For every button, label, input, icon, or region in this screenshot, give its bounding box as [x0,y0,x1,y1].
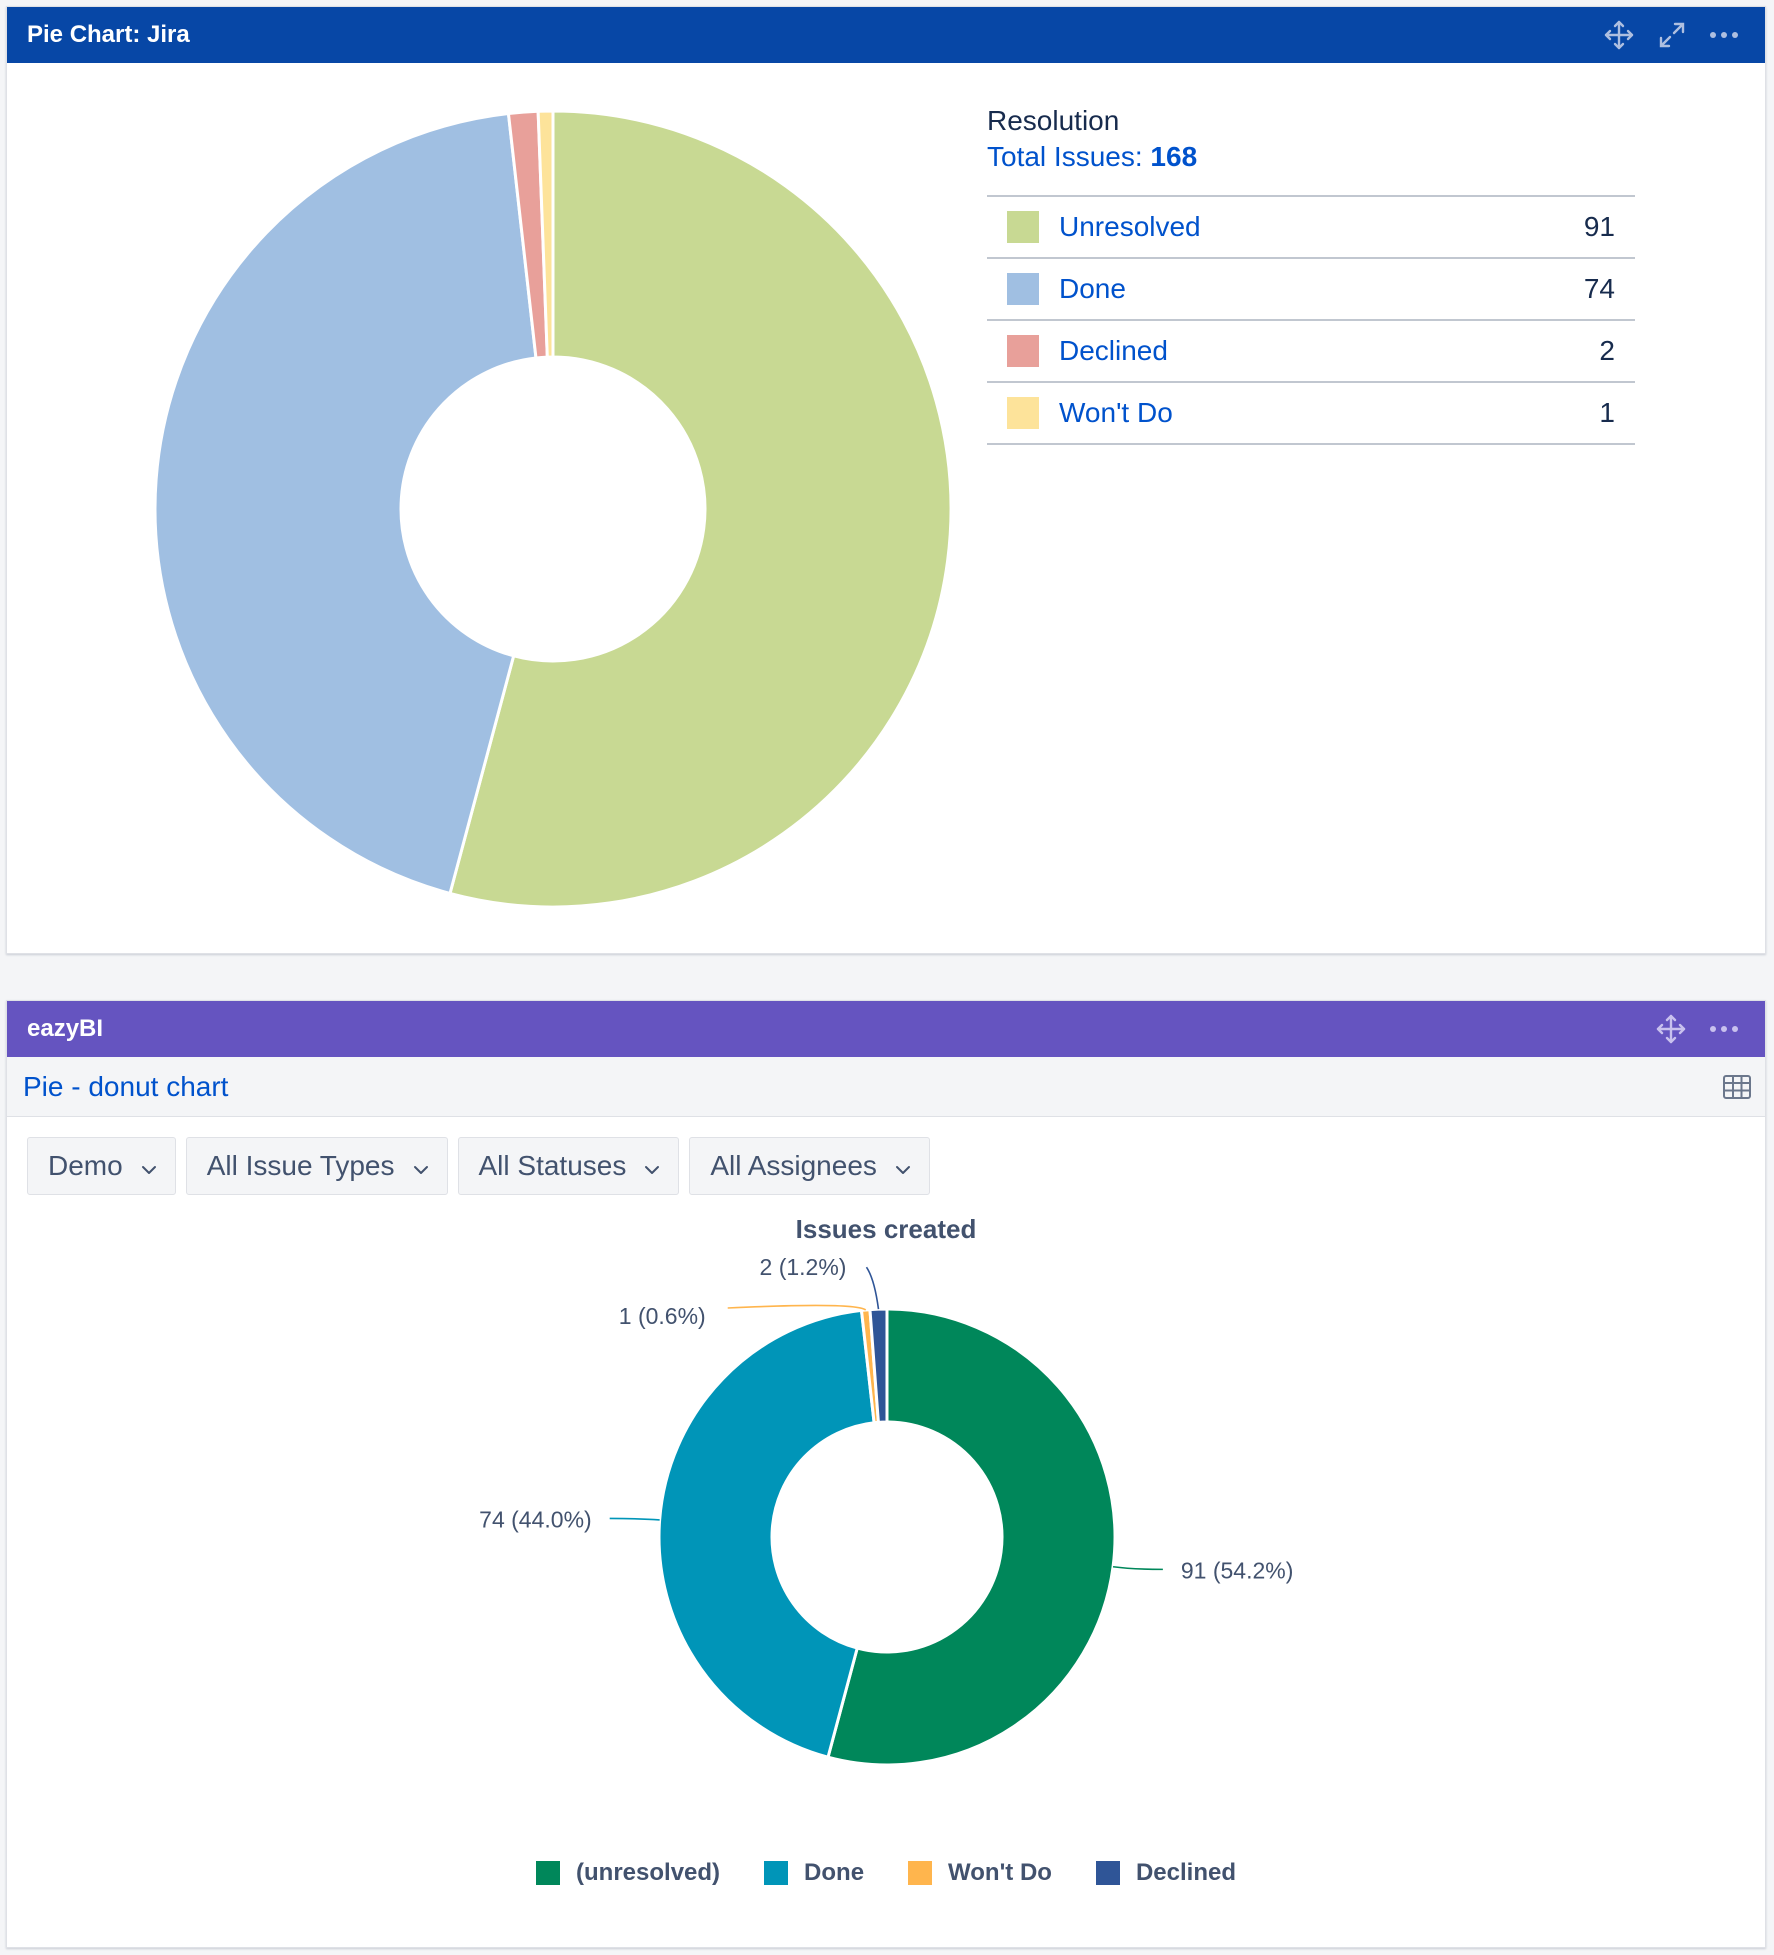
move-icon[interactable] [1603,19,1635,51]
eazybi-gadget: eazyBI Pie - donut chart Demo All Issue T… [6,1000,1766,1948]
total-issues[interactable]: Total Issues: 168 [987,141,1635,173]
legend-swatch [1095,1861,1120,1885]
legend-row-unresolved: Unresolved 91 [987,197,1635,259]
eazybi-donut-chart: 91 (54.2%) 74 (44.0%) 1 (0.6%) 2 (1.2%) [479,1254,1294,1767]
label-connector [865,1266,880,1310]
jira-pie-gadget: Pie Chart: Jira Resolution Total Issues:… [6,6,1766,954]
chevron-down-icon [895,1150,911,1182]
jira-legend: Resolution Total Issues: 168 Unresolved 9… [987,105,1635,445]
chevron-down-icon [141,1150,157,1182]
legend-label: Declined [1135,1859,1236,1886]
filter-bar: Demo All Issue Types All Statuses All Assig… [27,1137,930,1195]
filter-demo[interactable]: Demo [27,1137,176,1195]
legend-swatch [1007,273,1039,305]
legend-swatch [1007,397,1039,429]
legend-label-unresolved[interactable]: Unresolved [1059,211,1201,242]
legend-row-won-t-do: Won't Do 1 [987,383,1635,445]
filter-label: All Issue Types [206,1150,395,1181]
eazybi-slice-declined[interactable] [868,1307,889,1424]
report-title-link[interactable]: Pie - donut chart [23,1070,229,1102]
legend-label: Won't Do [948,1859,1052,1886]
legend-rows: Unresolved 91 Done 74 Declined 2 Won't Do 1 [987,195,1635,445]
legend-swatch [764,1861,789,1885]
label-connector [727,1304,867,1311]
eazybi-gadget-title: eazyBI [27,1015,104,1042]
expand-icon[interactable] [1657,20,1687,50]
legend-label-done[interactable]: Done [1059,273,1126,304]
filter-label: Demo [48,1150,123,1181]
chevron-down-icon [644,1150,660,1182]
legend-swatch [908,1861,933,1885]
report-bar: Pie - donut chart [7,1057,1765,1117]
eazybi-legend: (unresolved) Done Won't Do Declined [7,1859,1765,1887]
label-connector [609,1517,660,1521]
legend-row-declined: Declined 2 [987,321,1635,383]
legend-count-unresolved: 91 [1583,211,1615,242]
table-view-icon[interactable] [1723,1075,1751,1104]
chart-title: Issues created [795,1214,977,1244]
legend-item-unresolved[interactable]: (unresolved) [536,1859,720,1887]
more-icon[interactable] [1709,30,1739,40]
filter-label: All Statuses [478,1150,627,1181]
jira-donut-chart [153,109,953,909]
legend-label-declined[interactable]: Declined [1059,335,1168,366]
legend-label: Done [804,1859,865,1886]
jira-slice-won-t-do[interactable] [536,109,555,359]
legend-label: (unresolved) [576,1859,721,1886]
total-issues-value: 168 [1150,141,1198,172]
legend-item-won-t-do[interactable]: Won't Do [908,1859,1052,1887]
data-label-done: 74 (44.0%) [479,1506,592,1532]
legend-label-won-t-do[interactable]: Won't Do [1059,397,1173,428]
legend-title: Resolution [987,105,1120,136]
filter-all-assignees[interactable]: All Assignees [689,1137,930,1195]
legend-count-won-t-do: 1 [1599,397,1615,428]
legend-swatch [1007,335,1039,367]
total-issues-label: Total Issues: [987,141,1143,172]
eazybi-slice-done[interactable] [657,1308,876,1760]
jira-gadget-header: Pie Chart: Jira [7,7,1765,63]
data-label-unresolved: 91 (54.2%) [1181,1557,1294,1583]
more-icon[interactable] [1709,1024,1739,1034]
data-label-won-t-do: 1 (0.6%) [619,1303,706,1329]
legend-count-declined: 2 [1599,335,1615,366]
legend-count-done: 74 [1583,273,1615,304]
move-icon[interactable] [1655,1013,1687,1045]
jira-slice-unresolved[interactable] [448,109,953,909]
legend-item-declined[interactable]: Declined [1095,1859,1236,1887]
chevron-down-icon [413,1150,429,1182]
filter-all-issue-types[interactable]: All Issue Types [185,1137,448,1195]
legend-swatch [536,1861,561,1885]
data-label-declined: 2 (1.2%) [760,1254,847,1280]
jira-gadget-title: Pie Chart: Jira [27,21,190,48]
eazybi-gadget-header: eazyBI [7,1001,1765,1057]
legend-swatch [1007,211,1039,243]
filter-label: All Assignees [710,1150,877,1181]
legend-row-done: Done 74 [987,259,1635,321]
filter-all-statuses[interactable]: All Statuses [457,1137,680,1195]
label-connector [1112,1565,1163,1571]
legend-item-done[interactable]: Done [764,1859,864,1887]
eazybi-slice-unresolved[interactable] [826,1307,1117,1767]
jira-slice-done[interactable] [153,111,538,896]
